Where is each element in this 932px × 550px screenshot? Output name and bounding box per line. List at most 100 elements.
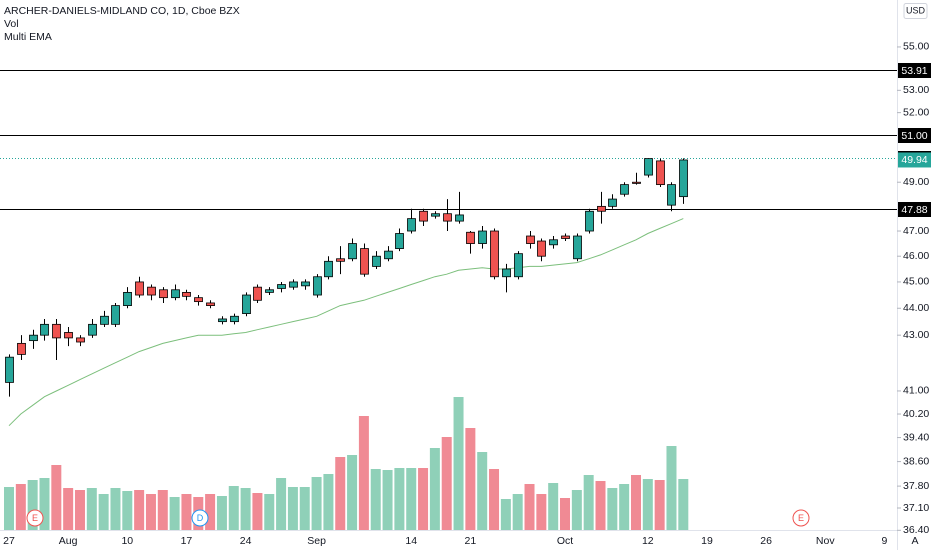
x-tick-label: 27 (3, 535, 15, 547)
candle-body (644, 158, 653, 176)
volume-bar (51, 465, 62, 530)
candle-body (431, 213, 440, 217)
y-tick-label: 55.00 (903, 41, 929, 53)
y-tick-label: 49.00 (903, 176, 929, 188)
x-tick-label: 10 (121, 535, 133, 547)
event-marker[interactable]: D (191, 509, 209, 527)
volume-bar (252, 493, 263, 530)
candle-body (372, 255, 381, 267)
event-circle[interactable] (26, 509, 44, 527)
volume-bar (74, 490, 85, 530)
y-tick-label: 43.00 (903, 329, 929, 341)
scale-mode[interactable]: A (911, 535, 918, 547)
volume-bar (122, 491, 133, 530)
volume-bar (465, 428, 476, 530)
candle-body (395, 233, 404, 249)
level-label: 53.91 (901, 65, 927, 77)
chart-title: ARCHER-DANIELS-MIDLAND CO, 1D, Cboe BZX (4, 5, 240, 17)
last-price-label: 49.94 (901, 154, 927, 166)
candle-body (76, 337, 85, 343)
event-label[interactable]: E (798, 513, 804, 523)
x-tick-label: 26 (760, 535, 772, 547)
candle-body (597, 205, 606, 212)
event-label[interactable]: E (32, 513, 38, 523)
volume-bar (370, 469, 381, 530)
currency-box[interactable] (903, 3, 928, 19)
candle-body (40, 323, 49, 336)
volume-bar (654, 480, 665, 530)
volume-bar (607, 488, 618, 530)
candle-body (301, 281, 310, 287)
x-tick-label: 17 (181, 535, 193, 547)
volume-bar (276, 478, 287, 530)
candle-body (620, 184, 629, 195)
volume-bar (630, 475, 641, 530)
level-label: 47.88 (901, 204, 927, 216)
volume-bar (524, 484, 535, 530)
candle-body (29, 334, 38, 342)
y-tick-label: 41.00 (903, 385, 929, 397)
volume-bar (548, 483, 559, 530)
x-tick-label: 14 (405, 535, 417, 547)
candle-body (490, 230, 499, 278)
event-circle[interactable] (792, 509, 810, 527)
volume-bar (583, 475, 594, 530)
event-marker[interactable]: E (792, 509, 810, 527)
last-price-box (898, 152, 931, 168)
indicator-name: Multi EMA (4, 31, 52, 43)
volume-bar (347, 455, 358, 530)
volume-bar (181, 494, 192, 530)
volume-bar (500, 499, 511, 530)
candle-body (632, 181, 641, 184)
candle-body (679, 159, 688, 198)
candle-body (182, 291, 191, 297)
plot-area (0, 70, 897, 530)
y-tick-label: 37.80 (903, 480, 929, 492)
candle-body (656, 160, 665, 186)
volume-bar (299, 487, 310, 530)
currency[interactable]: USD (906, 5, 926, 15)
volume-bar (477, 452, 488, 530)
x-tick-label: Oct (557, 535, 573, 547)
candle-body (171, 289, 180, 299)
volume-bar (228, 486, 239, 530)
y-tick-label: 44.00 (903, 302, 929, 314)
volume-bar (98, 494, 109, 530)
volume-bar (287, 487, 298, 530)
volume-bar (441, 437, 452, 530)
candle-body (265, 289, 274, 293)
volume-bar (145, 494, 156, 530)
x-tick-label: Aug (59, 535, 78, 547)
y-tick-label: 39.40 (903, 431, 929, 443)
level-box (898, 63, 931, 78)
event-marker[interactable]: E (26, 509, 44, 527)
x-tick-label: 21 (465, 535, 477, 547)
volume-bar (157, 490, 168, 530)
volume-bar (406, 468, 417, 530)
volume-bar (86, 488, 97, 530)
candle-body (206, 302, 215, 306)
candle-body (123, 291, 132, 306)
candle-body (667, 184, 676, 206)
volume-bar (240, 488, 251, 530)
candle-body (466, 231, 475, 244)
volume-bar (619, 484, 630, 530)
volume-bar (27, 480, 38, 530)
event-label[interactable]: D (197, 513, 204, 523)
volume-bar (264, 494, 275, 530)
candle-body (324, 260, 333, 278)
volume-bar (489, 469, 500, 530)
candle-body (348, 243, 357, 260)
y-tick-label: 36.40 (903, 524, 929, 536)
y-tick-label: 38.60 (903, 455, 929, 467)
candle-body (242, 294, 251, 314)
candle-body (537, 240, 546, 257)
x-tick-label: 24 (240, 535, 252, 547)
candle-body (443, 213, 452, 222)
candle-body (455, 214, 464, 222)
event-circle[interactable] (191, 509, 209, 527)
volume-bar (571, 490, 582, 530)
volume-bar (323, 474, 334, 530)
volume-bar (536, 494, 547, 530)
